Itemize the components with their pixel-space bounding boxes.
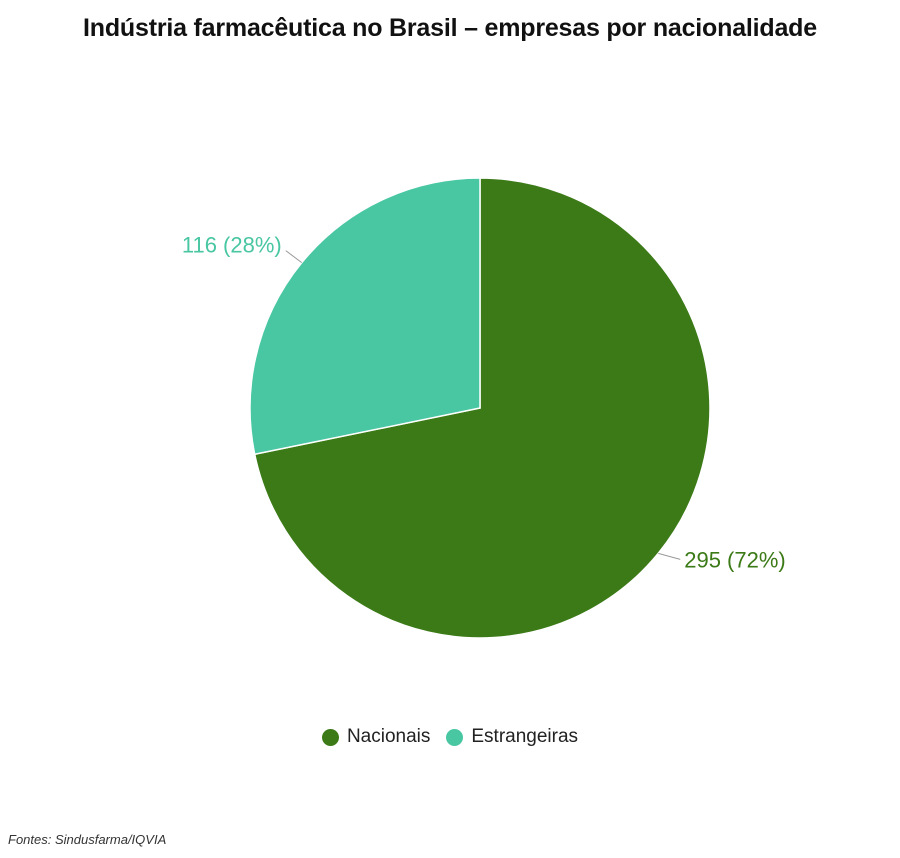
pie-slices (249, 177, 711, 639)
pie-slice-estrangeiras[interactable] (249, 177, 481, 456)
legend-marker-nacionais (321, 728, 339, 746)
source-note: Fontes: Sindusfarma/IQVIA (8, 832, 167, 847)
legend-item-estrangeiras[interactable]: Estrangeiras (446, 726, 578, 748)
data-label-estrangeiras: 116 (28%) (182, 233, 282, 258)
legend-label-nacionais: Nacionais (346, 726, 431, 747)
data-label-nacionais: 295 (72%) (684, 547, 786, 572)
legend: Nacionais Estrangeiras (0, 726, 900, 748)
pie-slice-nacionais[interactable] (253, 177, 711, 639)
leader-line-nacionais (658, 552, 681, 560)
legend-label-estrangeiras: Estrangeiras (471, 726, 579, 747)
chart-title: Indústria farmacêutica no Brasil – empre… (83, 14, 817, 42)
legend-item-nacionais[interactable]: Nacionais (321, 726, 431, 748)
pie-labels: 295 (72%) 116 (28%) (182, 233, 786, 573)
leader-line-estrangeiras (285, 250, 303, 264)
legend-marker-estrangeiras (446, 728, 464, 746)
